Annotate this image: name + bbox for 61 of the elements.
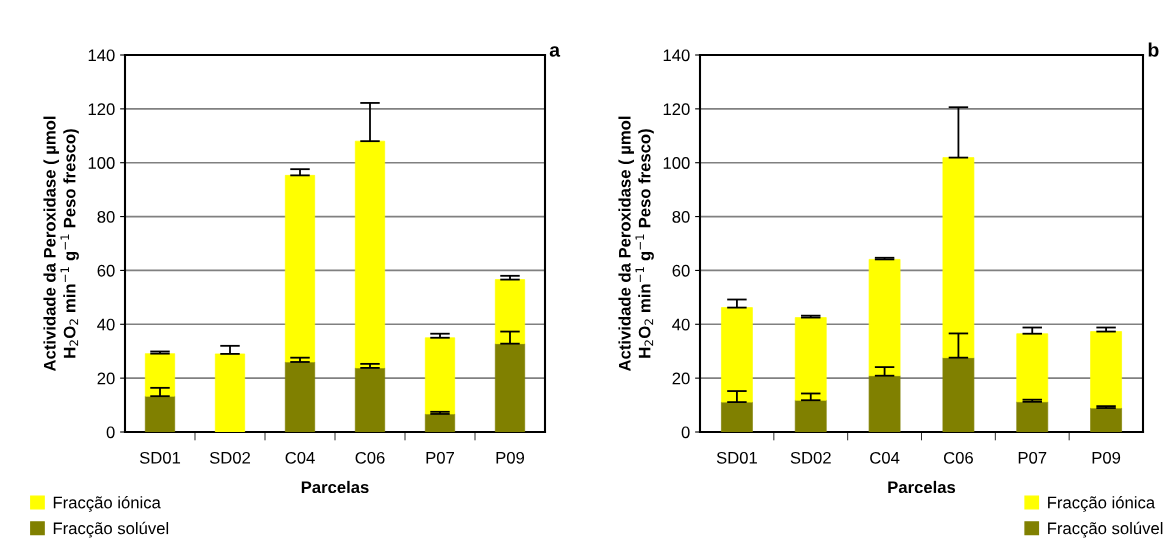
y-tick-label: 140 (88, 49, 115, 62)
text: b (1148, 42, 1159, 57)
bar (144, 395, 176, 432)
y-tick-label: 20 (97, 372, 115, 385)
x-tick-label: SD01 (716, 451, 757, 464)
x-tick-label: C06 (943, 451, 973, 464)
x-tick-label: P07 (426, 451, 454, 464)
legend-label: Fracção iónica (1048, 496, 1156, 512)
bar (721, 307, 753, 403)
bar (214, 353, 246, 432)
y-tick-label: 40 (97, 318, 115, 331)
y-tick-label: 80 (672, 210, 690, 223)
y-tick-label: 120 (663, 103, 690, 116)
legend-label: Fracção solúvel (1048, 521, 1163, 538)
bar (354, 140, 386, 369)
x-axis-title: Parcelas (888, 480, 956, 494)
bar (494, 279, 526, 345)
bar (942, 157, 975, 359)
x-tick-label: P09 (496, 451, 525, 464)
bar (794, 317, 827, 401)
y-tick-label: 100 (88, 157, 115, 169)
bar (424, 413, 456, 432)
bar (794, 399, 827, 432)
x-tick-label: SD02 (209, 451, 251, 464)
y-tick-label: 120 (88, 103, 115, 116)
legend-label: Fracção solúvel (53, 521, 169, 538)
bar (284, 175, 316, 363)
x-tick-label: SD02 (790, 451, 831, 464)
text: a (549, 46, 561, 57)
bar (354, 367, 386, 432)
bar (868, 375, 901, 432)
bar (144, 353, 176, 397)
text: Actividade da Peroxidase ( µmol H$_{2}$O$_{2}$ min$^{−1}$ g$^{−1}$ Peso fresco) (43, 116, 79, 372)
y-tick-label: 0 (681, 426, 690, 439)
bar (942, 357, 975, 432)
bar (1090, 331, 1122, 409)
y-tick-label: 60 (97, 264, 115, 277)
x-tick-label: C04 (870, 451, 900, 464)
y-tick-label: 140 (663, 49, 690, 62)
x-tick-label: P09 (1092, 451, 1121, 464)
text: Actividade da Peroxidase ( µmol H$_{2}$O$_{2}$ min$^{−1}$ g$^{−1}$ Peso fresco) (618, 116, 654, 372)
y-tick-label: 100 (663, 157, 690, 169)
y-tick-label: 0 (106, 426, 115, 439)
bar (1016, 333, 1049, 403)
x-axis-title: Parcelas (301, 480, 369, 494)
bar (284, 361, 316, 432)
legend-label: Fracção iónica (53, 496, 161, 512)
y-tick-label: 80 (97, 210, 115, 223)
bar (868, 259, 901, 377)
bar (721, 401, 753, 432)
x-tick-label: C04 (285, 451, 315, 464)
y-tick-label: 60 (672, 264, 690, 277)
x-tick-label: SD01 (139, 451, 181, 464)
bar (1090, 407, 1122, 432)
bar (494, 343, 526, 432)
bar (1016, 401, 1049, 432)
x-tick-label: P07 (1018, 451, 1047, 464)
y-tick-label: 20 (672, 372, 690, 385)
bar (424, 337, 456, 415)
x-tick-label: C06 (355, 451, 385, 464)
y-tick-label: 40 (672, 318, 690, 331)
